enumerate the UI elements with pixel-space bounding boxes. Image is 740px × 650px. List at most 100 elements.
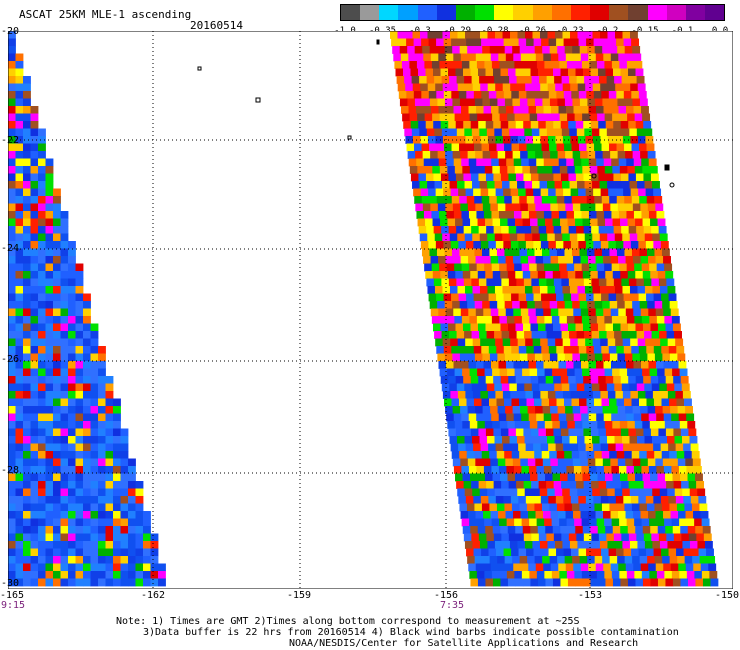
swath-pixel (567, 578, 576, 587)
swath-pixel (510, 443, 519, 452)
swath-pixel (60, 496, 69, 504)
swath-pixel (678, 361, 687, 369)
swath-pixel (83, 346, 91, 354)
swath-pixel (538, 226, 547, 234)
swath-pixel (480, 443, 489, 452)
swath-pixel (15, 143, 24, 152)
swath-pixel (143, 571, 151, 579)
swath-pixel (68, 248, 76, 257)
swath-pixel (512, 458, 521, 467)
swath-pixel (523, 173, 532, 182)
swath-pixel (452, 458, 461, 467)
swath-pixel (519, 353, 528, 362)
swath-pixel (496, 346, 505, 354)
swath-pixel (618, 256, 626, 264)
swath-pixel (90, 338, 99, 347)
swath-pixel (8, 436, 16, 444)
swath-pixel (647, 406, 656, 414)
swath-pixel (546, 76, 555, 84)
swath-pixel (493, 481, 502, 489)
swath-pixel (602, 151, 611, 159)
swath-pixel (481, 548, 489, 557)
swath-pixel (38, 188, 46, 197)
swath-pixel (551, 466, 560, 474)
swath-pixel (459, 196, 468, 204)
swath-pixel (627, 421, 636, 429)
swath-pixel (462, 473, 471, 482)
swath-pixel (536, 466, 545, 474)
swath-pixel (439, 263, 448, 272)
swath-pixel (511, 346, 520, 354)
swath-pixel (502, 488, 511, 497)
swath-pixel (479, 233, 488, 242)
swath-pixel (23, 316, 31, 324)
swath-pixel (517, 436, 525, 444)
swath-pixel (90, 398, 99, 407)
swath-pixel (530, 271, 539, 279)
swath-pixel (516, 383, 525, 392)
swath-pixel (60, 301, 69, 309)
swath-pixel (8, 488, 16, 497)
swath-pixel (463, 376, 472, 384)
swath-pixel (502, 338, 511, 347)
swath-pixel (648, 563, 657, 572)
swath-pixel (640, 406, 649, 414)
swath-pixel (488, 496, 497, 504)
swath-pixel (562, 391, 571, 399)
swath-pixel (564, 556, 573, 564)
swath-pixel (673, 428, 682, 437)
swath-pixel (479, 383, 488, 392)
swath-pixel (120, 518, 129, 527)
swath-pixel (682, 391, 691, 399)
swath-pixel (53, 256, 61, 264)
swath-pixel (398, 38, 407, 47)
swath-pixel (431, 211, 440, 219)
swath-pixel (553, 121, 562, 129)
swath-pixel (594, 196, 603, 204)
swath-pixel (587, 203, 596, 212)
swath-pixel (504, 98, 513, 107)
swath-pixel (15, 241, 24, 249)
swath-pixel (53, 361, 61, 369)
swath-pixel (556, 91, 565, 99)
swath-pixel (8, 158, 16, 167)
swath-pixel (669, 301, 678, 309)
swath-pixel (517, 391, 526, 399)
swath-pixel (597, 368, 605, 377)
swath-pixel (459, 503, 468, 512)
swath-pixel (554, 233, 563, 242)
swath-pixel (625, 151, 634, 159)
colorbar-segment (570, 5, 591, 20)
swath-pixel (524, 488, 533, 497)
swath-pixel (486, 76, 495, 84)
swath-pixel (588, 106, 597, 114)
swath-pixel (617, 98, 626, 107)
swath-pixel (685, 458, 694, 467)
swath-pixel (524, 541, 533, 549)
swath-pixel (473, 496, 482, 504)
swath-pixel (8, 368, 16, 377)
swath-pixel (23, 421, 31, 429)
swath-pixel (599, 541, 608, 549)
swath-pixel (513, 53, 522, 62)
swath-pixel (30, 338, 39, 347)
swath-pixel (449, 233, 458, 242)
swath-pixel (519, 451, 528, 459)
swath-pixel (586, 293, 594, 302)
swath-pixel (480, 241, 489, 249)
swath-pixel (566, 158, 575, 167)
swath-pixel (584, 436, 593, 444)
swath-pixel (679, 571, 688, 579)
swath-pixel (624, 98, 633, 107)
swath-pixel (596, 263, 605, 272)
swath-pixel (624, 46, 633, 54)
swath-pixel (526, 346, 535, 354)
swath-pixel (558, 211, 567, 219)
swath-pixel (534, 301, 543, 309)
swath-pixel (90, 518, 99, 527)
swath-pixel (616, 293, 624, 302)
swath-pixel (475, 151, 484, 159)
swath-pixel (461, 158, 470, 167)
swath-pixel (627, 368, 635, 377)
swath-pixel (505, 151, 514, 159)
